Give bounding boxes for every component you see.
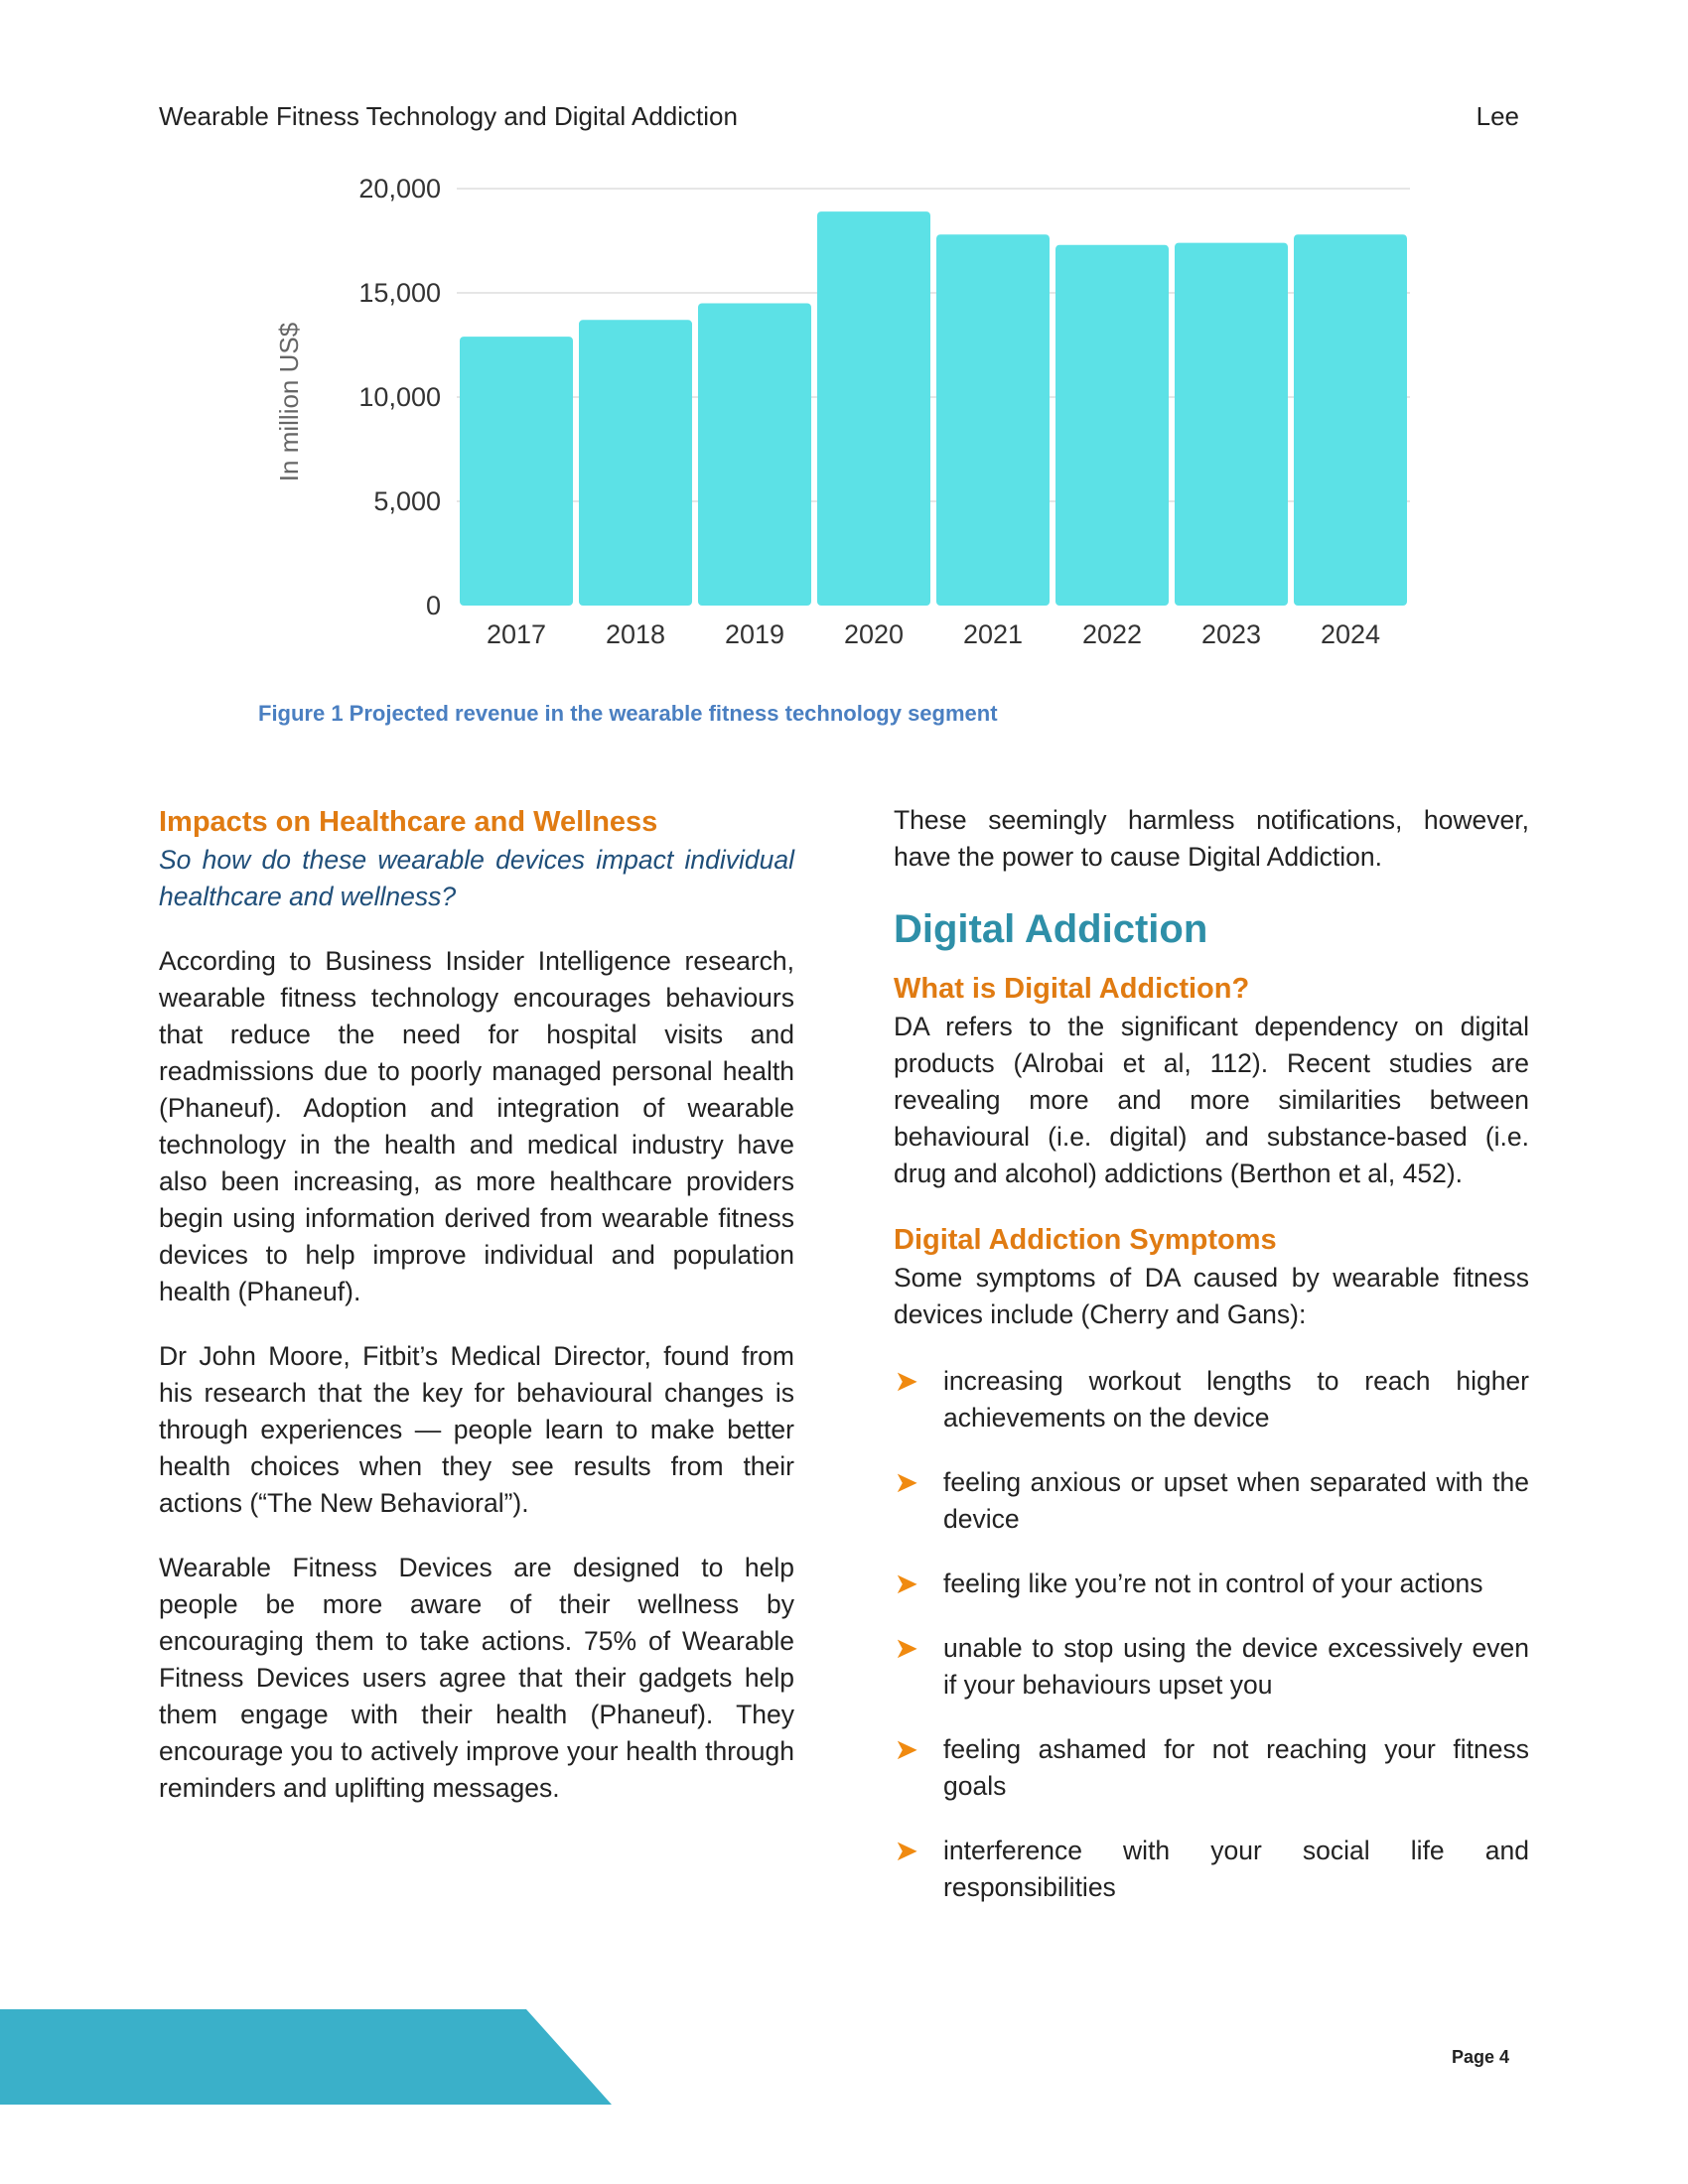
symptom-text: feeling anxious or upset when separated … xyxy=(943,1467,1529,1534)
bar-2019 xyxy=(698,303,811,606)
y-tick-label: 10,000 xyxy=(358,382,441,412)
chevron-right-icon: ➤ xyxy=(896,1467,917,1497)
what-is-da-heading: What is Digital Addiction? xyxy=(894,973,1250,1005)
footer-decorative-band xyxy=(0,2009,612,2105)
impacts-paragraph-3: Wearable Fitness Devices are designed to… xyxy=(159,1553,794,1803)
x-tick-label: 2024 xyxy=(1321,619,1380,649)
y-axis-ticks: 0 5,000 10,000 15,000 20,000 xyxy=(358,174,441,620)
chevron-right-icon: ➤ xyxy=(896,1366,917,1396)
symptom-item: ➤ unable to stop using the device excessi… xyxy=(894,1630,1529,1704)
page-number: Page 4 xyxy=(1451,2047,1509,2067)
revenue-bar-chart: 0 5,000 10,000 15,000 20,000 2017 2018 2019 202… xyxy=(274,174,1410,649)
x-tick-label: 2020 xyxy=(844,619,904,649)
right-column: These seemingly harmless notifications, … xyxy=(894,802,1529,1934)
impacts-paragraph-1: According to Business Insider Intelligen… xyxy=(159,946,794,1306)
chart-bars xyxy=(460,211,1407,606)
symptom-text: unable to stop using the device excessiv… xyxy=(943,1633,1529,1700)
symptom-text: feeling like you’re not in control of yo… xyxy=(943,1569,1483,1598)
what-is-da-text: DA refers to the significant dependency … xyxy=(894,1012,1529,1188)
y-tick-label: 5,000 xyxy=(373,486,441,516)
bar-2024 xyxy=(1294,234,1407,606)
symptom-item: ➤ feeling like you’re not in control of y… xyxy=(894,1566,1529,1602)
x-tick-label: 2017 xyxy=(487,619,546,649)
bar-2017 xyxy=(460,337,573,606)
symptom-text: feeling ashamed for not reaching your fi… xyxy=(943,1734,1529,1801)
chevron-right-icon: ➤ xyxy=(896,1633,917,1663)
symptom-text: interference with your social life and r… xyxy=(943,1836,1529,1902)
left-column: Impacts on Healthcare and Wellness So ho… xyxy=(159,802,794,1807)
impacts-question: So how do these wearable devices impact … xyxy=(159,845,794,911)
document-title: Wearable Fitness Technology and Digital … xyxy=(159,101,738,131)
chevron-right-icon: ➤ xyxy=(896,1836,917,1865)
symptom-item: ➤ interference with your social life and … xyxy=(894,1833,1529,1906)
symptom-item: ➤ feeling anxious or upset when separated… xyxy=(894,1464,1529,1538)
x-tick-label: 2023 xyxy=(1201,619,1261,649)
bar-2020 xyxy=(817,211,930,606)
x-tick-label: 2021 xyxy=(963,619,1023,649)
y-tick-label: 20,000 xyxy=(358,174,441,204)
digital-addiction-title: Digital Addiction xyxy=(894,907,1208,951)
bar-2023 xyxy=(1175,242,1288,606)
chevron-right-icon: ➤ xyxy=(896,1734,917,1764)
symptoms-intro: Some symptoms of DA caused by wearable f… xyxy=(894,1263,1529,1329)
chevron-right-icon: ➤ xyxy=(896,1569,917,1598)
x-axis-ticks: 2017 2018 2019 2020 2021 2022 2023 2024 xyxy=(487,619,1380,649)
notifications-intro: These seemingly harmless notifications, … xyxy=(894,805,1529,872)
symptom-text: increasing workout lengths to reach high… xyxy=(943,1366,1529,1433)
symptom-item: ➤ feeling ashamed for not reaching your f… xyxy=(894,1731,1529,1805)
symptom-item: ➤ increasing workout lengths to reach hig… xyxy=(894,1363,1529,1436)
impacts-heading: Impacts on Healthcare and Wellness xyxy=(159,806,658,838)
impacts-paragraph-2: Dr John Moore, Fitbit’s Medical Director… xyxy=(159,1341,794,1518)
x-tick-label: 2018 xyxy=(606,619,665,649)
figure-caption: Figure 1 Projected revenue in the wearab… xyxy=(258,701,998,726)
bar-2022 xyxy=(1055,244,1169,606)
y-tick-label: 0 xyxy=(426,591,441,620)
bar-2021 xyxy=(936,234,1050,606)
bar-2018 xyxy=(579,320,692,606)
y-tick-label: 15,000 xyxy=(358,278,441,308)
y-axis-label: In million US$ xyxy=(274,322,304,481)
symptoms-list: ➤ increasing workout lengths to reach hig… xyxy=(894,1363,1529,1906)
x-tick-label: 2022 xyxy=(1082,619,1142,649)
symptoms-heading: Digital Addiction Symptoms xyxy=(894,1224,1277,1256)
x-tick-label: 2019 xyxy=(725,619,784,649)
author-name: Lee xyxy=(1476,101,1519,131)
